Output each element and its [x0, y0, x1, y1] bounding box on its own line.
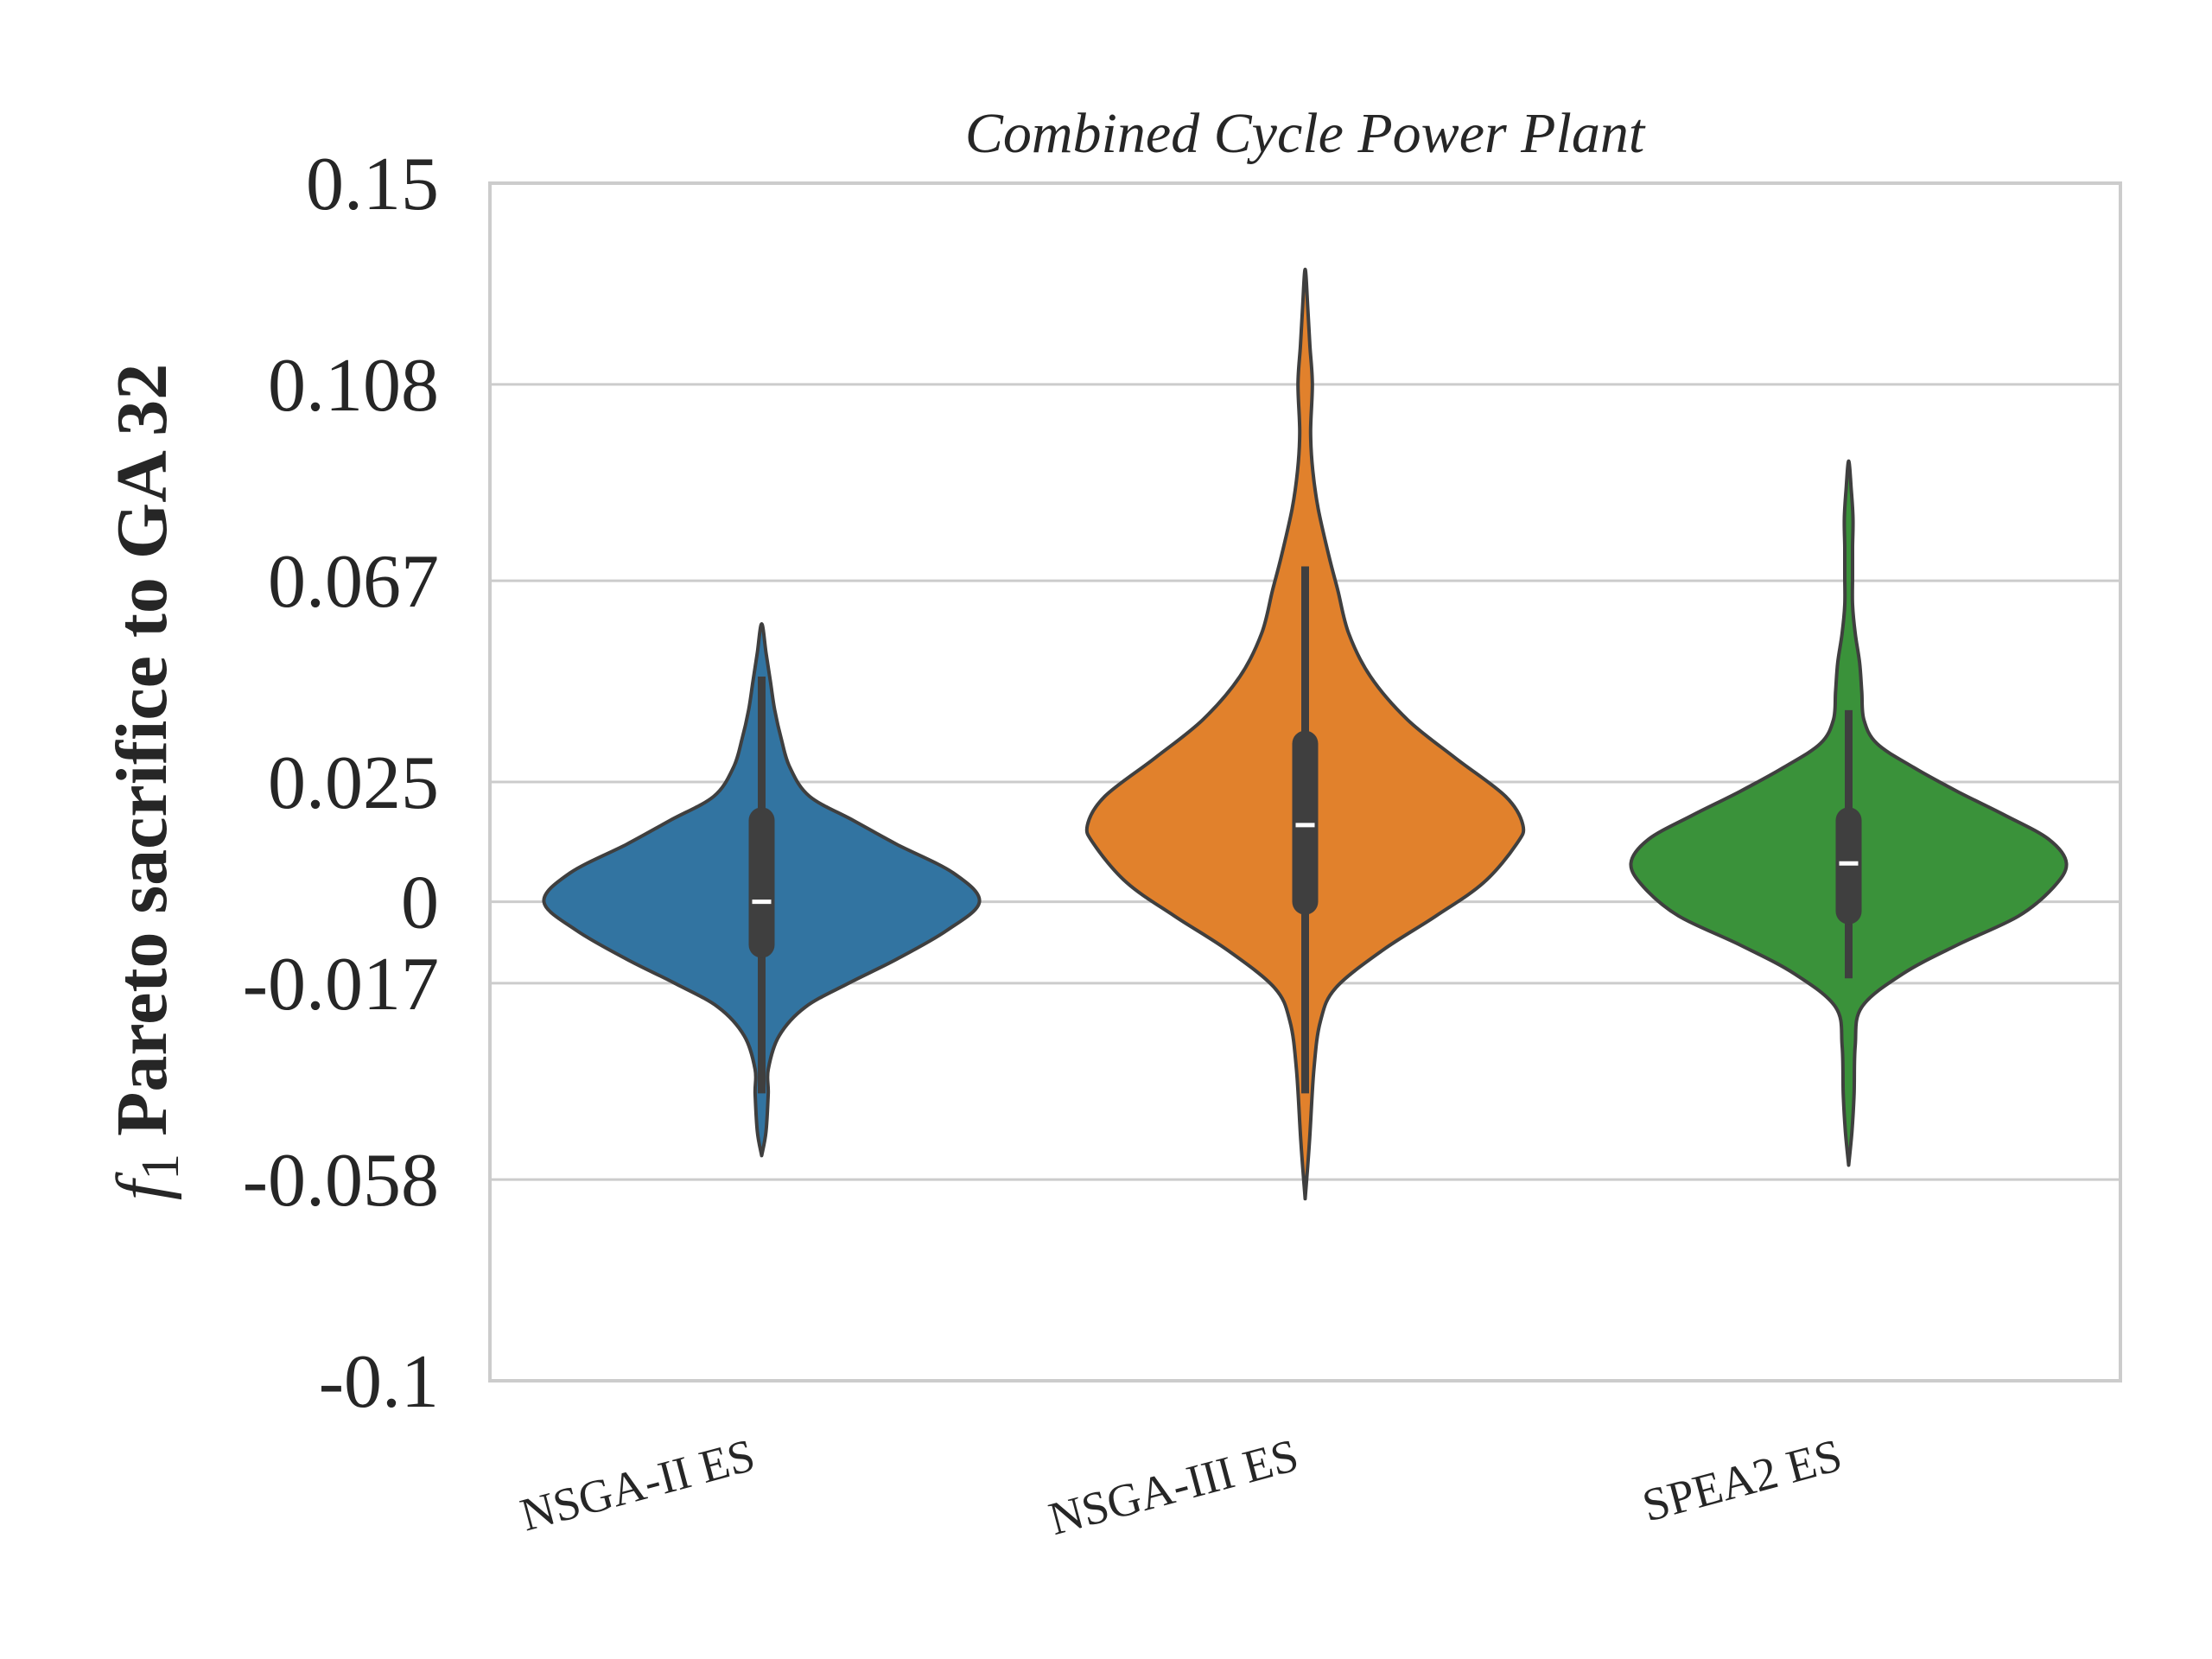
y-tick-label: 0.067	[268, 540, 439, 624]
y-tick-label: -0.017	[243, 943, 439, 1027]
y-axis-label-subscript: 1	[131, 1154, 190, 1180]
y-tick-label: -0.058	[243, 1139, 439, 1223]
y-tick-label: 0.025	[268, 741, 439, 825]
violins	[542, 267, 2069, 1201]
y-tick-label: 0.108	[268, 344, 439, 428]
y-tick-label: 0.15	[306, 143, 439, 226]
chart-title: Combined Cycle Power Plant	[965, 102, 1646, 165]
violin-nsga-iii-es	[1084, 267, 1526, 1201]
y-tick-label: 0	[401, 861, 439, 945]
y-axis-label-text: Pareto sacrifice to GA 32	[102, 364, 182, 1136]
y-axis-label: f1Pareto sacrifice to GA 32	[102, 364, 190, 1200]
y-tick-label: -0.1	[319, 1340, 439, 1424]
y-tick-labels: 0.15 0.108 0.067 0.025 0-0.017 -0.058 -0.1	[243, 143, 439, 1424]
plot-frame	[488, 181, 2122, 1382]
violin-spea2-es	[1629, 459, 2069, 1167]
violin-nsga-ii-es	[542, 622, 982, 1158]
